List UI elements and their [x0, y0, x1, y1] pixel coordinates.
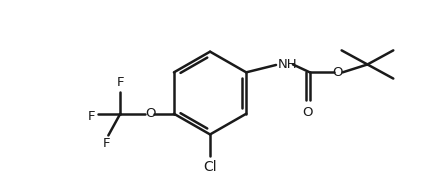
Text: F: F — [103, 137, 110, 150]
Text: O: O — [145, 107, 155, 120]
Text: O: O — [332, 66, 343, 79]
Text: Cl: Cl — [203, 160, 217, 174]
Text: O: O — [303, 106, 313, 119]
Text: F: F — [117, 76, 124, 89]
Text: NH: NH — [278, 58, 298, 71]
Text: F: F — [88, 110, 95, 123]
